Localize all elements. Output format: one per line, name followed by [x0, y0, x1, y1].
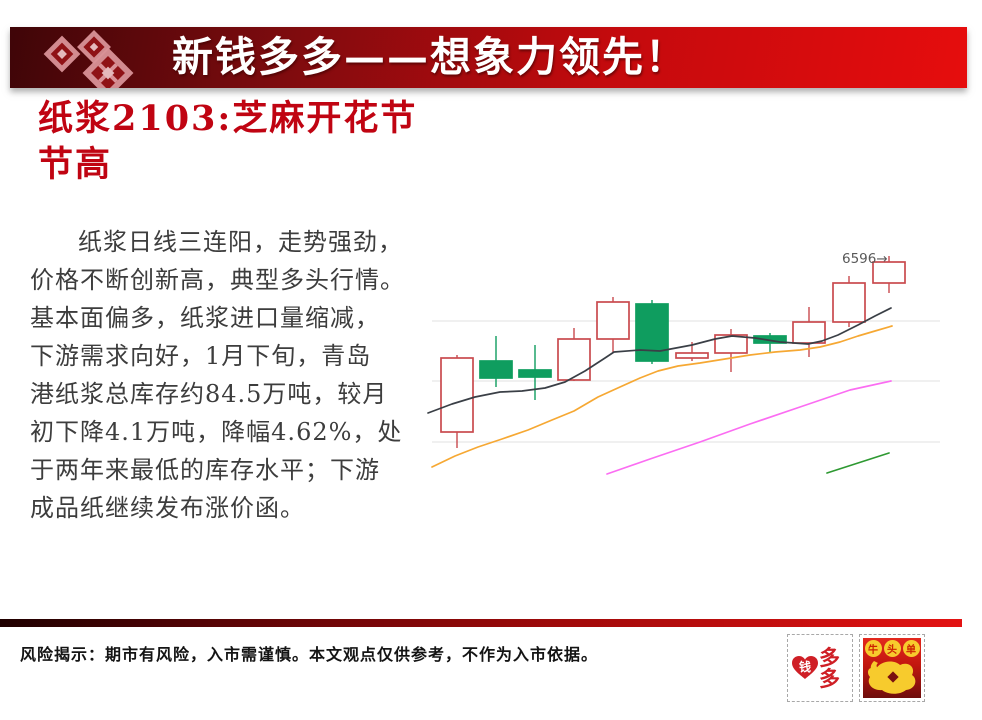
logo-ntd-char: 单 [902, 640, 920, 657]
footer-divider [0, 619, 962, 627]
logo-heart-char: 钱 [798, 660, 811, 674]
logo-qianduoduo: 钱 多多 [787, 634, 853, 702]
page-title: 纸浆2103:芝麻开花节 节高 [38, 98, 418, 185]
logo-ntd-char: 牛 [864, 640, 882, 657]
bull-icon [868, 661, 916, 694]
logo-qdd-text: 多多 [819, 645, 840, 691]
article-paragraph: 纸浆日线三连阳，走势强劲， 价格不断创新高，典型多头行情。 基本面偏多，纸浆进口… [30, 228, 405, 522]
heart-icon: 钱 [791, 655, 819, 681]
logo-ntd-char: 头 [883, 640, 901, 657]
diamond-lattice-icon [43, 30, 134, 88]
banner-title: 新钱多多——想象力领先！ [172, 33, 688, 81]
risk-disclaimer: 风险揭示：期市有风险，入市需谨慎。本文观点仅供参考，不作为入市依据。 [20, 645, 599, 664]
logo-niutoudan: 牛 头 单 [859, 634, 925, 702]
header-banner: 新钱多多——想象力领先！ [10, 27, 967, 88]
logo-group: 钱 多多 牛 头 单 [787, 634, 925, 702]
svg-text:6596→: 6596→ [842, 251, 888, 267]
